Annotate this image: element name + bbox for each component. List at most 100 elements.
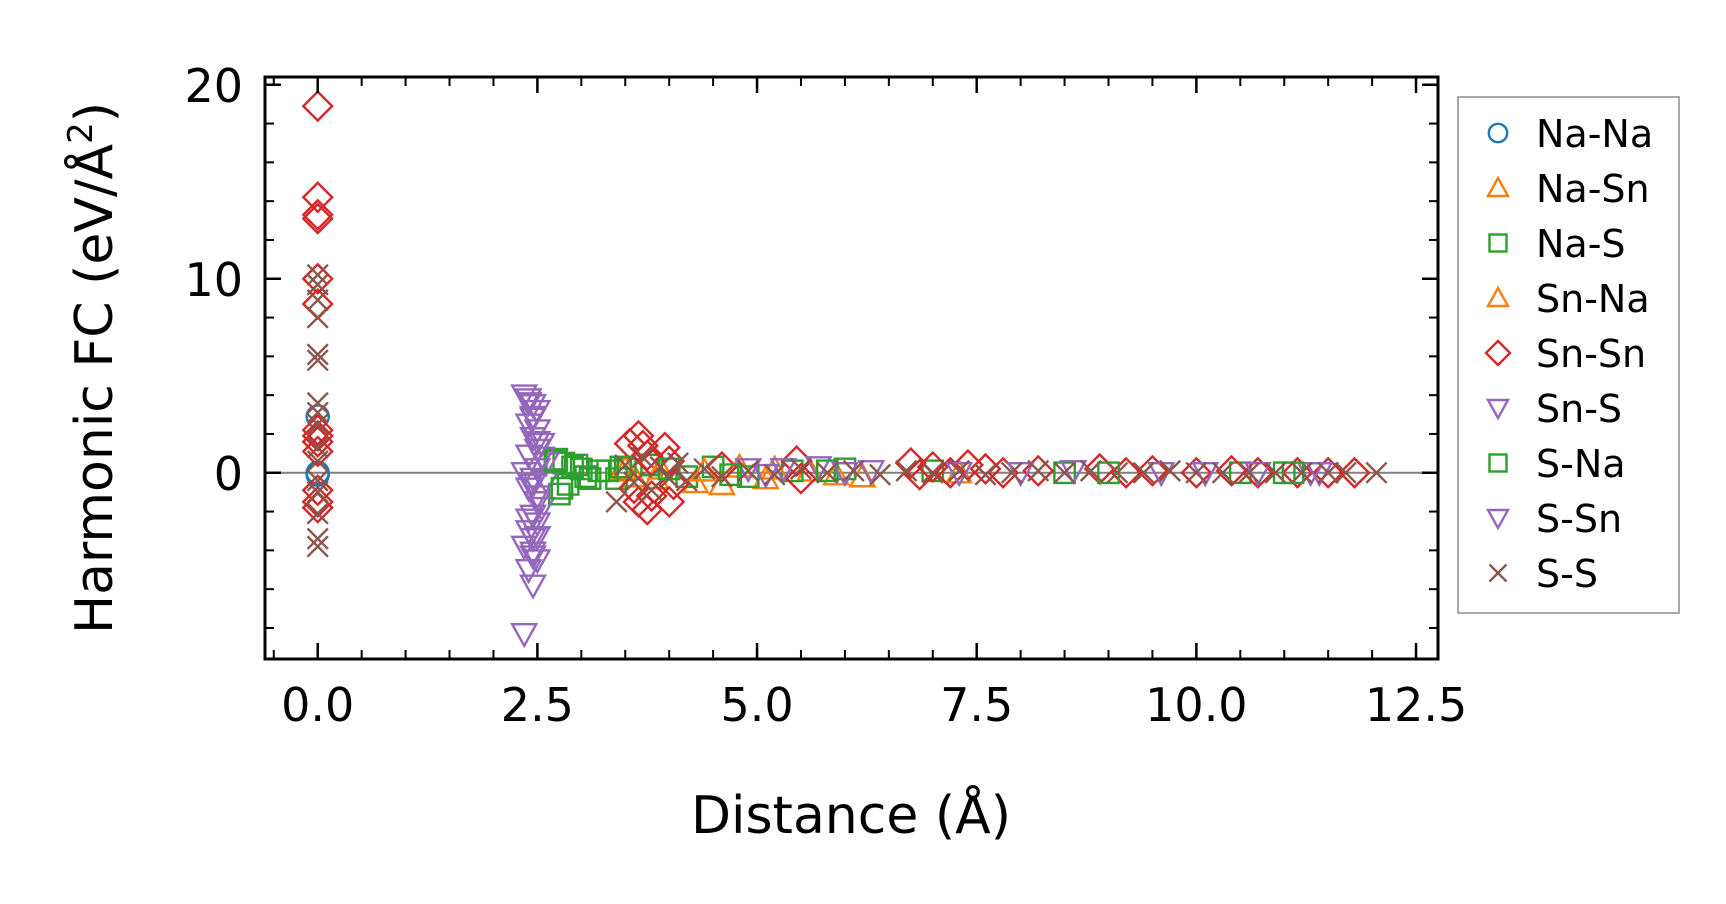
legend-marker-sn-sn — [1484, 339, 1512, 367]
data-point-s-s — [306, 413, 329, 436]
legend-label: Sn-S — [1536, 387, 1622, 431]
data-point-sn-na — [822, 460, 851, 486]
data-point-na-na — [305, 462, 330, 487]
data-point-s-s — [1106, 461, 1129, 484]
data-point-s-sn — [514, 392, 543, 418]
data-point-s-sn — [523, 430, 552, 457]
legend-label: Na-Sn — [1536, 167, 1650, 211]
series-s-s — [306, 263, 1388, 558]
data-point-sn-sn — [301, 419, 334, 452]
data-point-s-s — [675, 469, 698, 492]
data-point-s-s — [1158, 459, 1182, 482]
data-point-sn-sn — [301, 198, 334, 231]
legend-marker-na-na — [1487, 122, 1509, 144]
data-point-s-s — [631, 446, 654, 469]
data-point-s-sn — [514, 508, 543, 534]
y-tick-label: 20 — [184, 59, 243, 113]
data-point-s-na — [574, 465, 598, 489]
data-point-s-s — [306, 263, 329, 286]
data-point-sn-sn — [301, 435, 334, 468]
data-point-sn-sn — [1180, 456, 1213, 489]
data-point-s-s — [869, 463, 892, 486]
data-point-s-s — [306, 343, 329, 366]
data-point-sn-sn — [934, 456, 967, 489]
legend-label: S-Sn — [1536, 497, 1622, 541]
x-tick-label: 2.5 — [501, 678, 574, 732]
y-axis-title-superscript: 2 — [61, 122, 101, 144]
data-point-s-s — [306, 535, 329, 558]
data-point-s-s — [1027, 459, 1050, 482]
data-point-s-s — [710, 465, 733, 488]
data-point-s-s — [306, 401, 329, 424]
data-points-layer — [301, 90, 1388, 649]
data-point-s-s — [895, 459, 918, 482]
x-tick-label: 5.0 — [720, 678, 793, 732]
legend-label: Na-Na — [1536, 112, 1653, 156]
legend-marker-s-na — [1488, 453, 1508, 473]
data-point-sn-sn — [301, 474, 334, 507]
legend-item-sn-sn: Sn-Sn — [1484, 332, 1646, 376]
data-point-s-s — [921, 461, 944, 484]
data-point-sn-s — [804, 456, 833, 482]
data-point-s-s — [763, 463, 786, 486]
legend-marker-na-s — [1488, 233, 1508, 253]
legend-marker-s-sn — [1485, 508, 1511, 531]
data-point-sn-s — [518, 527, 548, 554]
legend-item-sn-na: Sn-Na — [1485, 277, 1650, 321]
data-point-sn-sn — [894, 446, 927, 480]
data-point-sn-s — [514, 477, 543, 503]
data-point-s-s — [1290, 461, 1313, 484]
data-point-sn-sn — [301, 485, 334, 518]
data-point-s-sn — [518, 473, 548, 499]
data-point-s-sn — [518, 405, 548, 431]
data-point-s-sn — [523, 525, 552, 552]
data-point-sn-sn — [1136, 454, 1169, 487]
data-point-sn-s — [510, 622, 539, 649]
y-tick-label: 10 — [184, 253, 243, 307]
data-point-na-s — [736, 465, 760, 489]
data-point-s-s — [640, 479, 663, 502]
data-point-sn-sn — [784, 462, 818, 495]
data-point-s-s — [605, 490, 628, 513]
legend-item-s-s: S-S — [1488, 552, 1598, 596]
legend-marker-na-sn — [1485, 175, 1511, 198]
data-point-sn-s — [945, 461, 974, 488]
y-axis-title: Harmonic FC (eV/Å2) — [61, 102, 125, 634]
legend-label: Na-S — [1536, 222, 1626, 266]
data-point-s-s — [649, 455, 672, 478]
data-point-s-s — [306, 273, 329, 296]
x-tick-label: 12.5 — [1365, 678, 1467, 732]
legend-label: S-Na — [1536, 442, 1626, 486]
data-point-s-s — [306, 306, 329, 329]
legend-marker-s-s — [1488, 563, 1508, 583]
data-point-s-s — [1211, 461, 1234, 484]
data-point-s-s — [306, 502, 329, 525]
data-point-sn-na — [641, 464, 671, 490]
data-point-s-s — [816, 461, 839, 484]
legend-label: Sn-Sn — [1536, 332, 1646, 376]
legend-label: Sn-Na — [1536, 277, 1650, 321]
data-point-na-s — [578, 467, 602, 490]
data-point-s-s — [306, 391, 329, 414]
data-point-s-s — [1053, 461, 1076, 484]
data-point-s-sn — [518, 545, 548, 571]
data-point-s-s — [948, 459, 971, 482]
data-point-s-s — [306, 349, 329, 372]
data-point-s-na — [543, 449, 567, 473]
data-point-sn-s — [518, 574, 548, 600]
legend-item-s-na: S-Na — [1488, 442, 1626, 486]
data-point-s-s — [306, 469, 329, 492]
data-point-s-s — [658, 467, 681, 490]
data-point-sn-sn — [1109, 456, 1143, 489]
data-point-s-na — [565, 453, 589, 477]
data-point-s-s — [1317, 461, 1340, 484]
data-point-s-s — [614, 453, 637, 477]
data-point-s-s — [737, 459, 760, 482]
data-point-sn-sn — [1338, 456, 1371, 489]
data-point-s-s — [306, 527, 329, 550]
data-point-s-s — [622, 471, 646, 494]
legend-item-sn-s: Sn-S — [1485, 387, 1622, 431]
data-point-s-s — [306, 481, 329, 504]
